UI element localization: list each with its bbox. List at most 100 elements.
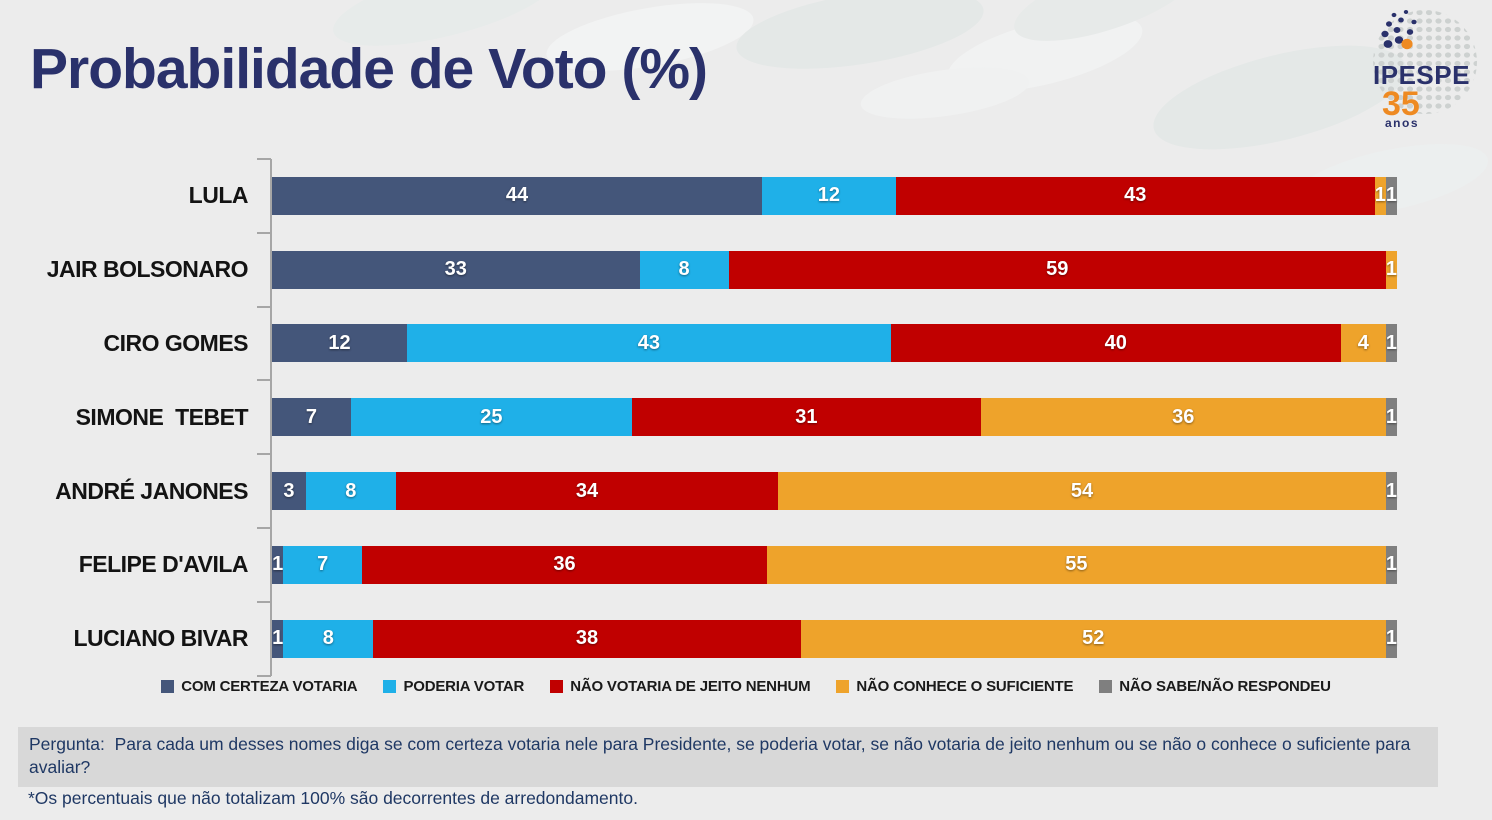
value-label: 7: [317, 553, 329, 576]
bar-segment: 43: [895, 176, 1375, 215]
value-label: 1: [1385, 184, 1397, 207]
logo-number: 35: [1382, 85, 1420, 123]
bar-segment: 36: [980, 398, 1386, 437]
bar-track: 1 8 38 52 1: [272, 619, 1397, 658]
bar-segment: 1: [1385, 176, 1397, 215]
category-label: JAIR BOLSONARO: [46, 256, 249, 283]
axis-tick: [257, 231, 271, 234]
axis-tick: [257, 379, 271, 382]
legend-label: PODERIA VOTAR: [403, 678, 525, 695]
legend-swatch: [836, 680, 850, 693]
bar-segment: 33: [272, 250, 640, 289]
chart-row: SIMONE TEBET 7 25 31 36 1: [0, 380, 1397, 454]
category-label: LULA: [188, 182, 249, 209]
value-label: 55: [1065, 553, 1088, 576]
bar-segment: 44: [272, 176, 763, 215]
bar-segment: 1: [272, 545, 284, 584]
value-label: 1: [1385, 553, 1397, 576]
value-label: 40: [1104, 331, 1127, 354]
bar-segment: 1: [1385, 324, 1397, 363]
bar-segment: 8: [283, 619, 374, 658]
background-ellipse: [1005, 0, 1205, 58]
question-box: Pergunta: Para cada um desses nomes diga…: [18, 727, 1438, 787]
legend-label: NÃO CONHECE O SUFICIENTE: [856, 678, 1074, 695]
axis-tick: [257, 158, 271, 160]
background-ellipse: [857, 58, 1033, 128]
value-label: 1: [1385, 479, 1397, 502]
chart-row: LUCIANO BIVAR 1 8 38 52 1: [0, 602, 1397, 676]
bar-segment: 1: [1385, 619, 1397, 658]
value-label: 31: [795, 405, 818, 428]
chart-row: JAIR BOLSONARO 33 8 59 1: [0, 233, 1397, 307]
globe-dots: [1373, 10, 1477, 114]
axis-tick: [257, 600, 271, 603]
value-label: 1: [1385, 331, 1397, 354]
bar-segment: 38: [373, 619, 801, 658]
bar-segment: 12: [272, 324, 407, 363]
value-label: 4: [1357, 331, 1369, 354]
legend-swatch: [161, 680, 175, 693]
bar-segment: 52: [800, 619, 1386, 658]
bar-segment: 55: [767, 545, 1386, 584]
legend-swatch: [550, 680, 564, 693]
value-label: 54: [1070, 479, 1094, 502]
logo-orange-dot: [1401, 38, 1413, 50]
legend-swatch: [1099, 680, 1113, 693]
chart-row: LULA 44 12 43 1 1: [0, 159, 1397, 233]
bar-segment: 7: [283, 545, 362, 584]
axis-tick: [257, 527, 271, 529]
ipespe-logo: IPESPE 35 anos: [1373, 10, 1477, 130]
value-label: 1: [1385, 258, 1397, 281]
bar-segment: 25: [350, 398, 632, 437]
bar-track: 3 8 34 54 1: [272, 472, 1397, 511]
value-label: 3: [283, 479, 295, 502]
value-label: 44: [505, 184, 529, 207]
category-label: ANDRÉ JANONES: [55, 477, 248, 504]
logo-swoosh-dots: [1381, 10, 1417, 48]
category-label: CIRO GOMES: [103, 329, 248, 356]
legend-label: COM CERTEZA VOTARIA: [181, 678, 358, 695]
legend-label: NÃO SABE/NÃO RESPONDEU: [1119, 678, 1331, 695]
bar-track: 12 43 40 4 1: [272, 324, 1397, 363]
value-label: 38: [575, 627, 599, 650]
legend-swatch: [383, 680, 397, 693]
bar-segment: 1: [1385, 472, 1397, 511]
page-title: Probabilidade de Voto (%): [30, 37, 708, 101]
value-label: 1: [1374, 184, 1386, 207]
chart-rows: LULA 44 12 43 1 1 JAIR BOLSONARO 33 8 59 1 CIRO GOM…: [0, 159, 1397, 676]
bar-track: 33 8 59 1: [272, 250, 1397, 289]
bar-segment: 54: [778, 472, 1386, 511]
legend-item: NÃO SABE/NÃO RESPONDEU: [1099, 678, 1331, 695]
value-label: 8: [345, 479, 357, 502]
axis-tick: [257, 674, 271, 677]
value-label: 25: [480, 405, 503, 428]
bar-segment: 3: [272, 472, 306, 511]
bar-segment: 8: [639, 250, 729, 289]
chart-row: FELIPE D'AVILA 1 7 36 55 1: [0, 528, 1397, 602]
bar-track: 44 12 43 1 1: [272, 176, 1397, 215]
axis-tick: [257, 453, 271, 456]
bar-segment: 1: [1385, 250, 1397, 289]
category-label: SIMONE TEBET: [75, 403, 249, 430]
bar-segment: 31: [632, 398, 981, 437]
value-label: 8: [322, 627, 334, 650]
value-label: 36: [553, 553, 576, 576]
value-label: 7: [305, 405, 317, 428]
footnote: *Os percentuais que não totalizam 100% s…: [28, 788, 638, 808]
bar-segment: 34: [395, 472, 779, 511]
chart: LULA 44 12 43 1 1 JAIR BOLSONARO 33 8 59 1 CIRO GOM…: [0, 158, 1397, 677]
value-label: 1: [1385, 405, 1397, 428]
bar-track: 7 25 31 36 1: [272, 398, 1397, 437]
bar-segment: 43: [407, 324, 891, 363]
value-label: 59: [1046, 258, 1069, 281]
category-label: FELIPE D'AVILA: [78, 551, 249, 578]
bar-segment: 59: [728, 250, 1386, 289]
value-label: 43: [637, 331, 660, 354]
value-label: 12: [817, 184, 841, 207]
bar-segment: 1: [1385, 545, 1397, 584]
value-label: 52: [1082, 627, 1105, 650]
legend-label: NÃO VOTARIA DE JEITO NENHUM: [570, 678, 811, 695]
bar-segment: 12: [762, 176, 896, 215]
bar-segment: 8: [305, 472, 396, 511]
legend-item: NÃO CONHECE O SUFICIENTE: [836, 678, 1073, 695]
